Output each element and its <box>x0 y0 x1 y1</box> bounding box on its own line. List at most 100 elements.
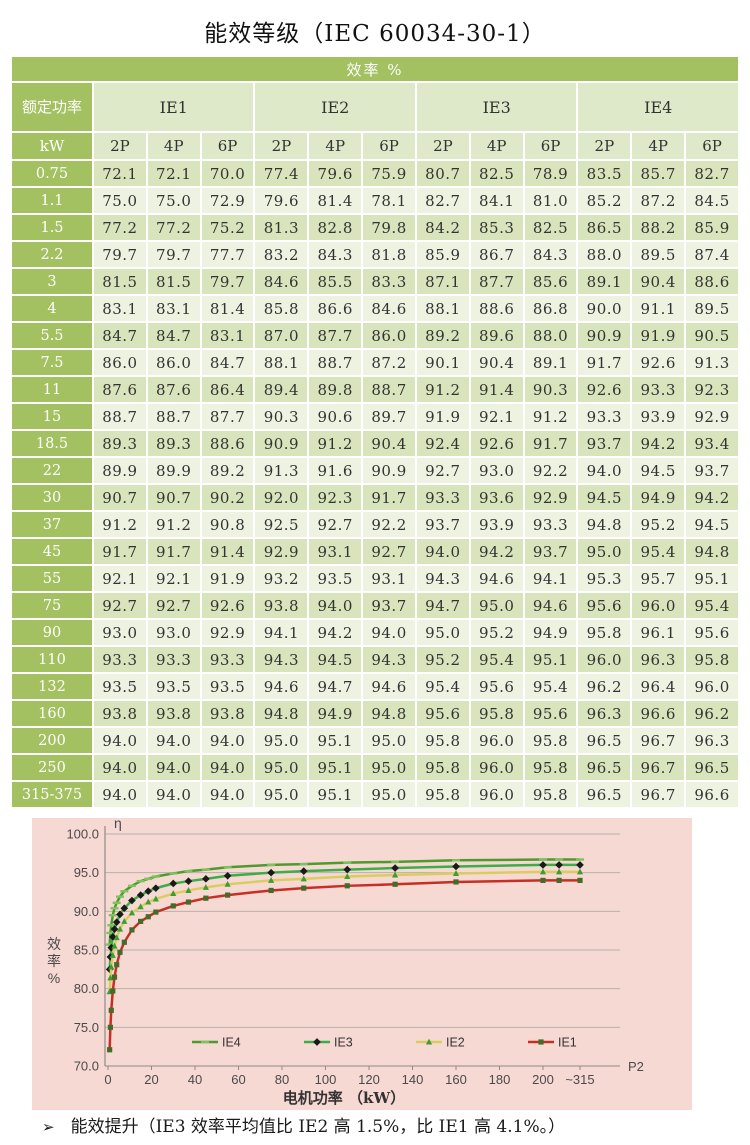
efficiency-value-cell: 95.6 <box>578 593 631 618</box>
efficiency-value-cell: 84.7 <box>94 323 146 348</box>
efficiency-value-cell: 95.8 <box>470 701 523 726</box>
efficiency-value-cell: 81.4 <box>309 188 362 213</box>
series-marker <box>453 879 459 885</box>
table-row: 15 88.7 88.7 87.7 90.3 90.6 89.7 91.9 92.1 91.2 93… <box>12 404 738 429</box>
eta-symbol: η <box>114 818 122 831</box>
series-marker <box>577 877 583 883</box>
efficiency-value-cell: 90.9 <box>578 323 631 348</box>
efficiency-value-cell: 90.5 <box>686 323 738 348</box>
efficiency-value-cell: 88.7 <box>94 404 146 429</box>
efficiency-value-cell: 91.3 <box>686 350 738 375</box>
series-marker <box>116 925 124 932</box>
legend-label-ie1: IE1 <box>558 1036 577 1050</box>
y-tick-label: 75.0 <box>74 1020 99 1035</box>
efficiency-value-cell: 94.6 <box>524 593 577 618</box>
efficiency-value-cell: 93.3 <box>94 647 146 672</box>
efficiency-value-cell: 92.6 <box>632 350 685 375</box>
ie-class-header: IE3 <box>416 83 577 131</box>
efficiency-value-cell: 95.2 <box>470 620 523 645</box>
row-header-kw: 110 <box>12 647 92 672</box>
efficiency-value-cell: 95.2 <box>416 647 469 672</box>
efficiency-value-cell: 94.0 <box>147 782 200 807</box>
series-marker <box>169 872 178 875</box>
efficiency-value-cell: 89.8 <box>309 377 362 402</box>
efficiency-value-cell: 95.3 <box>578 566 631 591</box>
series-marker <box>556 877 562 883</box>
row-header-kw: 1.5 <box>12 215 92 240</box>
series-marker <box>169 879 178 888</box>
row-header-kw: 160 <box>12 701 92 726</box>
efficiency-value-cell: 82.7 <box>686 161 738 186</box>
efficiency-value-cell: 88.2 <box>632 215 685 240</box>
efficiency-value-cell: 92.7 <box>309 512 362 537</box>
row-header-kw: 18.5 <box>12 431 92 456</box>
efficiency-value-cell: 93.8 <box>147 701 200 726</box>
efficiency-value-cell: 95.4 <box>524 674 577 699</box>
pole-count-header: 6P <box>201 133 254 159</box>
efficiency-value-cell: 78.1 <box>363 188 415 213</box>
efficiency-value-cell: 88.6 <box>201 431 254 456</box>
efficiency-value-cell: 90.7 <box>94 485 146 510</box>
efficiency-value-cell: 90.0 <box>578 296 631 321</box>
series-marker <box>300 875 307 882</box>
efficiency-value-cell: 96.5 <box>578 755 631 780</box>
ie-class-header: IE2 <box>255 83 415 131</box>
pole-count-header: 4P <box>470 133 523 159</box>
efficiency-value-cell: 95.6 <box>470 674 523 699</box>
efficiency-value-cell: 94.1 <box>255 620 308 645</box>
efficiency-value-cell: 77.4 <box>255 161 308 186</box>
pole-count-header: 4P <box>632 133 685 159</box>
pole-count-header: 2P <box>416 133 469 159</box>
table-row: 5.5 84.7 84.7 83.1 87.0 87.7 86.0 89.2 89.6 88.0 9… <box>12 323 738 348</box>
efficiency-value-cell: 90.6 <box>309 404 362 429</box>
row-header-kw: 15 <box>12 404 92 429</box>
efficiency-value-cell: 90.8 <box>201 512 254 537</box>
efficiency-value-cell: 78.9 <box>524 161 577 186</box>
efficiency-value-cell: 93.3 <box>416 485 469 510</box>
series-marker <box>344 883 350 889</box>
x-tick-label: 160 <box>445 1072 467 1087</box>
x-tick-label: ~315 <box>565 1072 594 1087</box>
efficiency-value-cell: 95.1 <box>309 755 362 780</box>
efficiency-value-cell: 88.6 <box>470 296 523 321</box>
efficiency-value-cell: 94.5 <box>632 458 685 483</box>
efficiency-value-cell: 94.8 <box>255 701 308 726</box>
series-marker <box>145 898 152 905</box>
efficiency-value-cell: 93.7 <box>686 458 738 483</box>
table-row: 315-375 94.0 94.0 94.0 95.0 95.1 95.0 95.8 96.0 9… <box>12 782 738 807</box>
efficiency-value-cell: 94.0 <box>94 728 146 753</box>
efficiency-value-cell: 95.8 <box>416 782 469 807</box>
pole-count-header: 4P <box>309 133 362 159</box>
row-header-kw: 55 <box>12 566 92 591</box>
efficiency-value-cell: 96.0 <box>470 782 523 807</box>
efficiency-value-cell: 92.3 <box>309 485 362 510</box>
efficiency-value-cell: 83.2 <box>255 242 308 267</box>
series-marker <box>121 917 128 924</box>
efficiency-value-cell: 81.5 <box>147 269 200 294</box>
efficiency-value-cell: 77.2 <box>94 215 146 240</box>
efficiency-value-cell: 96.4 <box>632 674 685 699</box>
efficiency-value-cell: 89.9 <box>147 458 200 483</box>
efficiency-value-cell: 82.5 <box>524 215 577 240</box>
efficiency-value-cell: 93.7 <box>578 431 631 456</box>
efficiency-value-cell: 93.3 <box>524 512 577 537</box>
efficiency-value-cell: 95.0 <box>255 755 308 780</box>
efficiency-value-cell: 91.9 <box>632 323 685 348</box>
series-marker <box>344 873 351 880</box>
series-marker <box>268 887 274 894</box>
efficiency-value-cell: 89.6 <box>470 323 523 348</box>
efficiency-value-cell: 86.8 <box>524 296 577 321</box>
efficiency-value-cell: 75.2 <box>201 215 254 240</box>
efficiency-table: 效率 % 额定功率 IE1 IE2 IE3 IE4 kW 2P 4P 6P 2P 4P 6P 2P 4P 6P… <box>10 55 740 809</box>
efficiency-value-cell: 93.5 <box>147 674 200 699</box>
efficiency-value-cell: 95.0 <box>363 782 415 807</box>
series-marker <box>108 963 115 970</box>
efficiency-value-cell: 96.0 <box>686 674 738 699</box>
series-marker <box>299 862 308 866</box>
series-marker <box>184 869 193 873</box>
efficiency-value-cell: 88.1 <box>255 350 308 375</box>
efficiency-value-cell: 94.2 <box>632 431 685 456</box>
series-marker <box>127 884 136 888</box>
series-marker <box>185 899 192 905</box>
efficiency-value-cell: 90.1 <box>416 350 469 375</box>
